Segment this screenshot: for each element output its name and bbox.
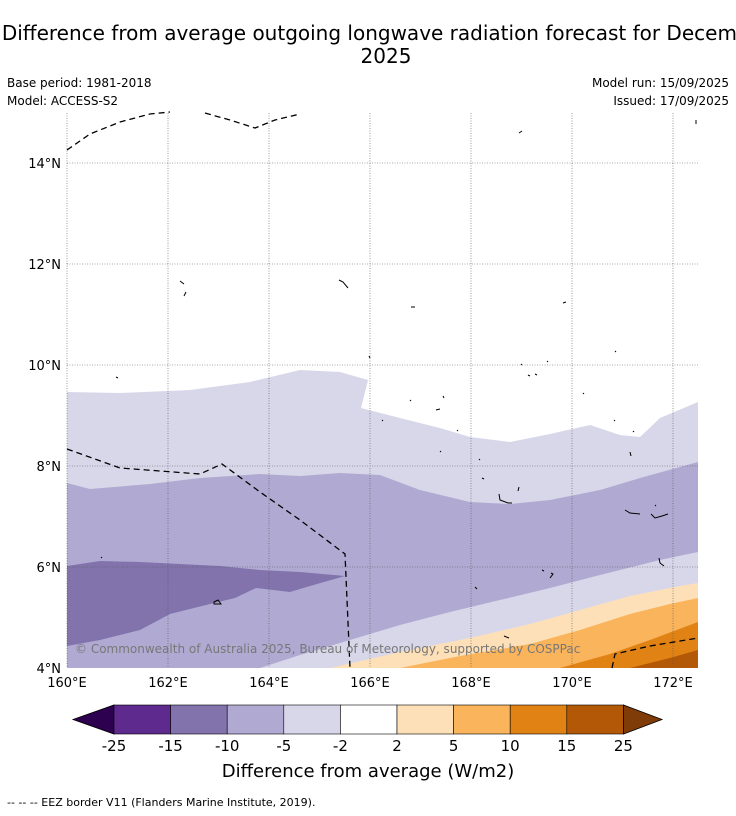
lat-tick-label: 10°N — [28, 359, 61, 374]
model-name: Model: ACCESS-S2 — [7, 94, 119, 108]
colorbar-segment — [396, 704, 454, 735]
lat-tick-label: 8°N — [37, 460, 62, 475]
lon-tick-label: 160°E — [47, 676, 87, 691]
eez-borders — [66, 111, 699, 669]
lon-tick-label: 166°E — [350, 676, 390, 691]
colorbar-tick-label: -5 — [276, 737, 291, 755]
band-minus5-minus10 — [67, 462, 698, 668]
colorbar: -25 -15 -10 -5 -2 2 5 10 15 25 — [71, 704, 664, 755]
colorbar-tick-label: -25 — [102, 737, 127, 755]
colorbar-tick-label: 10 — [501, 737, 520, 755]
anomaly-contours — [67, 113, 698, 668]
islands — [100, 120, 697, 639]
colorbar-tick-label: -10 — [215, 737, 240, 755]
meta-right: Model run: 15/09/2025 Issued: 17/09/2025 — [592, 74, 729, 110]
longitude-labels: 160°E 162°E 164°E 166°E 168°E 170°E 172°E — [47, 676, 693, 691]
lon-tick-label: 172°E — [653, 676, 693, 691]
lon-tick-label: 168°E — [451, 676, 491, 691]
latitude-labels: 4°N 6°N 8°N 10°N 12°N 14°N — [28, 157, 61, 677]
lat-tick-label: 6°N — [37, 561, 62, 576]
colorbar-tick-label: 25 — [614, 737, 633, 755]
page-title: Difference from average outgoing longwav… — [1, 21, 736, 68]
colorbar-tick-label: -2 — [333, 737, 348, 755]
lat-tick-label: 4°N — [37, 662, 62, 677]
issued-date: Issued: 17/09/2025 — [613, 94, 729, 108]
colorbar-segment — [566, 704, 624, 735]
colorbar-tick-label: 5 — [449, 737, 459, 755]
lat-tick-label: 12°N — [28, 258, 61, 273]
colorbar-segment — [283, 704, 341, 735]
colorbar-extend-high — [623, 704, 664, 735]
footnote: -- -- -- EEZ border V11 (Flanders Marine… — [7, 796, 316, 809]
gridlines — [66, 113, 698, 668]
colorbar-segment — [226, 704, 285, 735]
meta-left: Base period: 1981-2018 Model: ACCESS-S2 — [7, 74, 152, 110]
lat-tick-label: 14°N — [28, 157, 61, 172]
colorbar-segment — [453, 704, 511, 735]
colorbar-segment — [340, 704, 398, 735]
lon-tick-label: 162°E — [148, 676, 188, 691]
band-plus10-plus15 — [560, 622, 698, 668]
colorbar-title: Difference from average (W/m2) — [221, 761, 515, 782]
lon-tick-label: 164°E — [249, 676, 289, 691]
colorbar-extend-low — [71, 704, 115, 735]
colorbar-tick-label: -15 — [158, 737, 183, 755]
model-run: Model run: 15/09/2025 — [591, 76, 729, 90]
colorbar-tick-label: 15 — [557, 737, 576, 755]
base-period: Base period: 1981-2018 — [7, 76, 152, 90]
colorbar-segment — [113, 704, 171, 735]
band-plus15-plus25 — [630, 650, 698, 668]
band-minus10-minus15 — [67, 561, 345, 646]
colorbar-segment — [170, 704, 228, 735]
watermark: © Commonwealth of Australia 2025, Bureau… — [75, 642, 580, 656]
lon-tick-label: 170°E — [552, 676, 592, 691]
colorbar-tick-label: 2 — [392, 737, 402, 755]
colorbar-segment — [509, 704, 568, 735]
